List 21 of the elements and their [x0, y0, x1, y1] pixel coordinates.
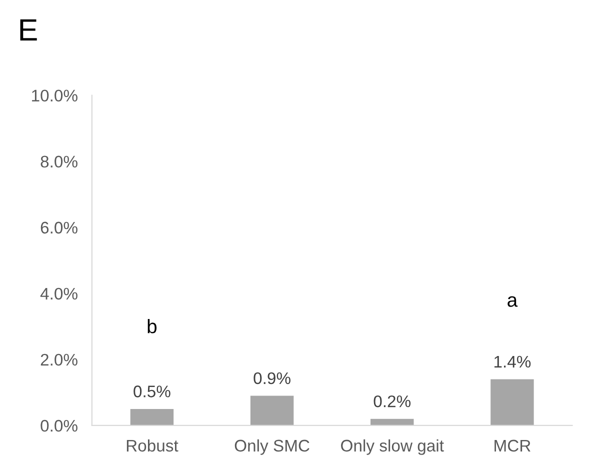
bar	[490, 379, 534, 426]
x-tick-label: Robust	[126, 439, 178, 452]
bar	[250, 396, 294, 426]
y-tick-label: 6.0%	[40, 222, 78, 234]
x-tick-label: MCR	[494, 440, 530, 452]
data-label: 0.2%	[374, 395, 411, 408]
y-tick-label: 2.0%	[40, 354, 78, 366]
data-label: 0.5%	[134, 386, 170, 398]
chart-title: E	[20, 19, 37, 40]
annotation: a	[508, 296, 518, 307]
y-tick-label: 8.0%	[40, 156, 78, 168]
x-tick-label: Only SMC	[234, 439, 310, 455]
y-tick-label: 10.0%	[32, 90, 78, 102]
bar	[370, 418, 414, 426]
x-tick-label: Only slow gait	[341, 439, 444, 455]
data-label: 0.9%	[254, 372, 290, 384]
annotation: b	[148, 319, 157, 334]
bar	[130, 408, 174, 426]
y-tick-label: 0.0%	[40, 420, 78, 432]
data-label: 1.4%	[494, 356, 531, 368]
y-tick-label: 4.0%	[40, 288, 78, 300]
